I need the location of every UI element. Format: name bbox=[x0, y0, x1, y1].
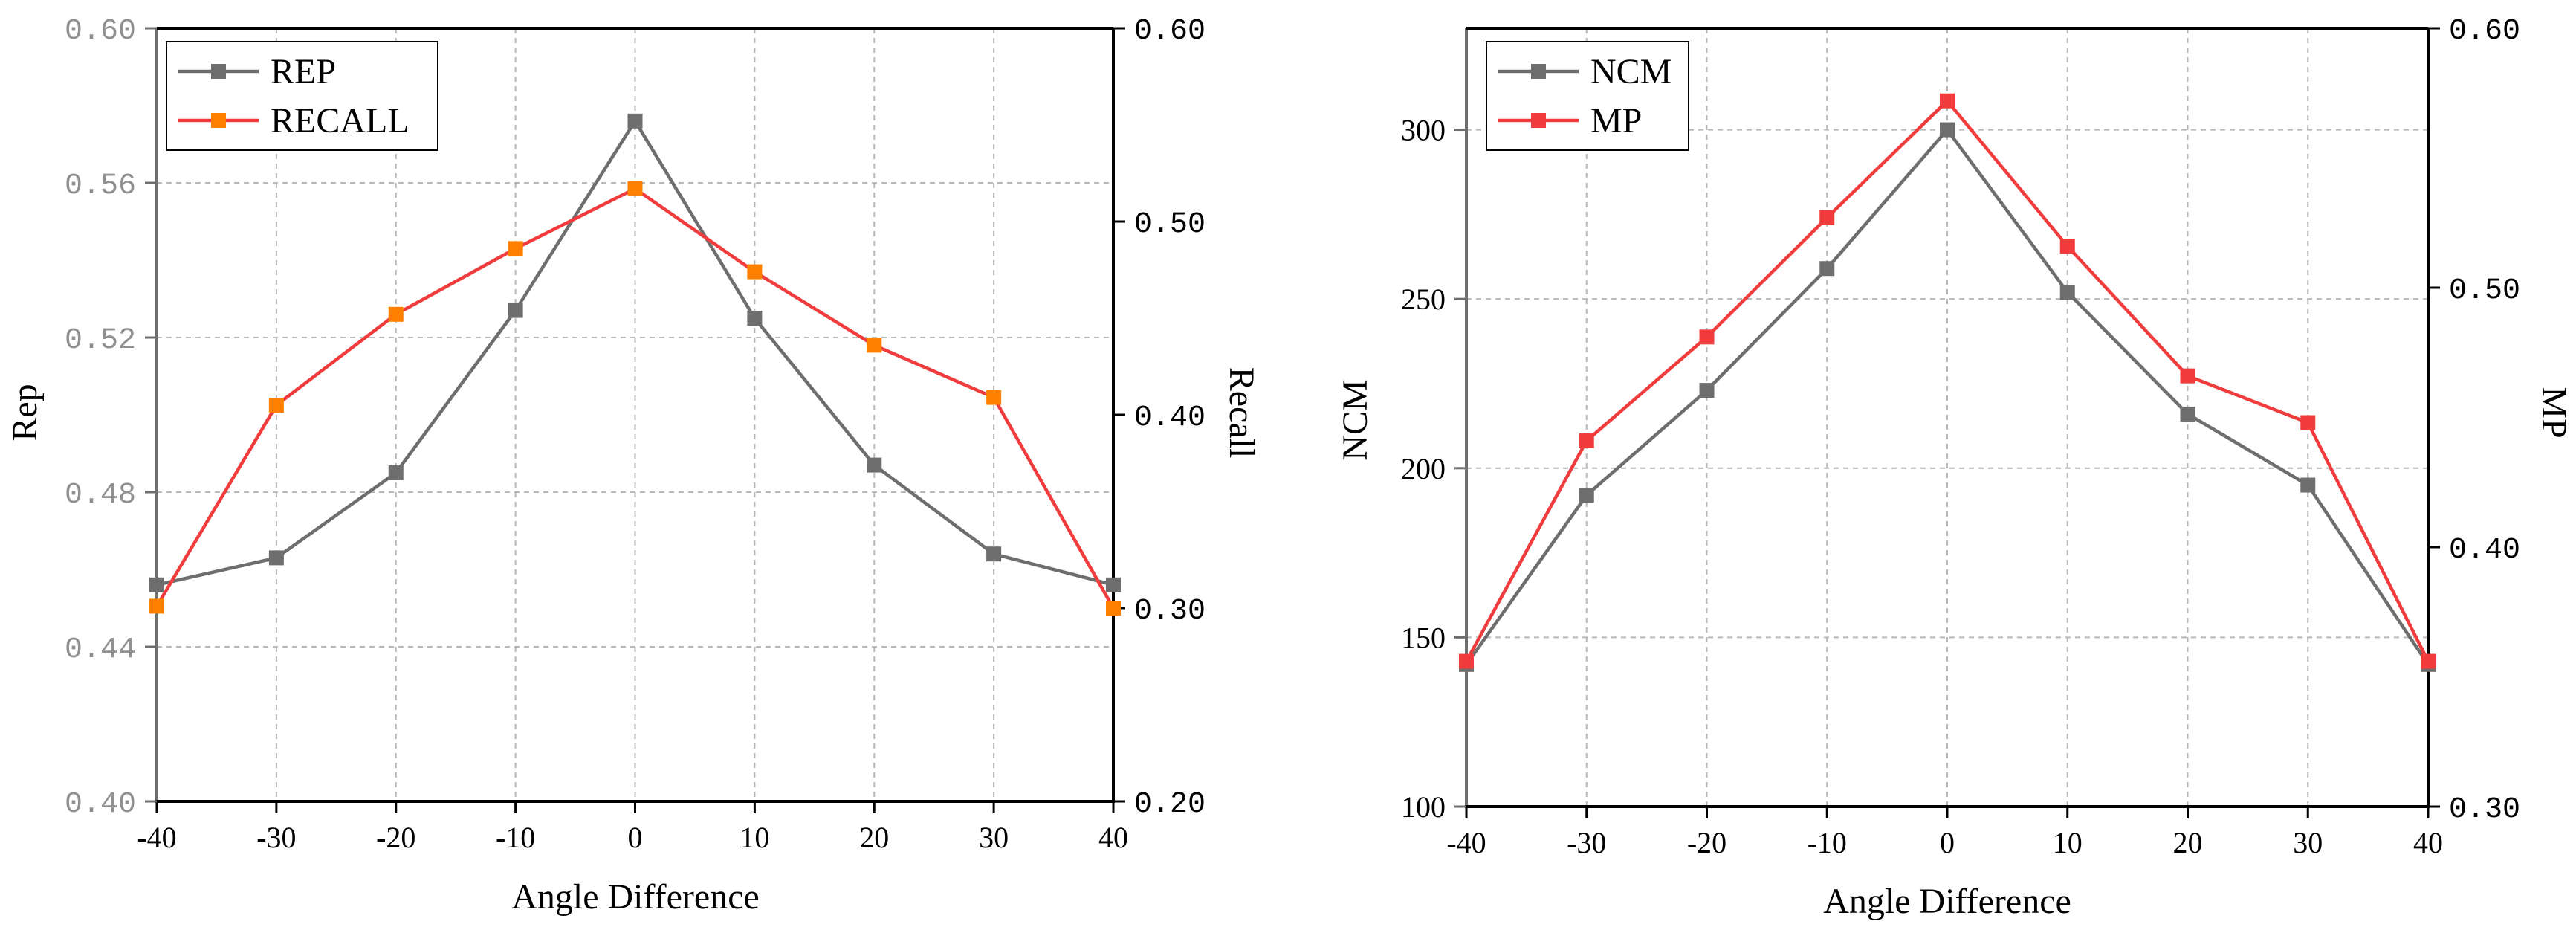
legend-box bbox=[1486, 41, 1689, 151]
data-point-rep bbox=[388, 465, 404, 480]
x-tick-label: 30 bbox=[2293, 826, 2323, 859]
x-tick-label: 20 bbox=[2173, 826, 2203, 859]
y-tick-label-left: 0.40 bbox=[65, 788, 136, 821]
y-tick-label-left: 150 bbox=[1401, 621, 1446, 654]
data-point-mp bbox=[2059, 239, 2075, 254]
y-tick-label-right: 0.40 bbox=[2449, 534, 2520, 567]
data-point-ncm bbox=[1579, 488, 1594, 503]
data-point-recall bbox=[388, 306, 404, 322]
data-point-recall bbox=[1106, 601, 1121, 616]
legend-label-mp: MP bbox=[1590, 101, 1642, 141]
data-point-recall bbox=[867, 338, 882, 353]
data-point-ncm bbox=[1940, 122, 1955, 138]
y-tick-label-right: 0.60 bbox=[1134, 15, 1206, 48]
y-tick-label-left: 0.56 bbox=[65, 169, 136, 203]
y-tick-label-right: 0.30 bbox=[1134, 595, 1206, 628]
y-tick-label-right: 0.50 bbox=[2449, 274, 2520, 308]
data-point-rep bbox=[268, 550, 284, 566]
legend-label-ncm: NCM bbox=[1590, 52, 1672, 91]
data-point-ncm bbox=[1699, 383, 1715, 398]
data-point-rep bbox=[867, 457, 882, 473]
data-point-mp bbox=[1819, 210, 1835, 225]
data-point-recall bbox=[747, 264, 763, 280]
data-point-rep bbox=[508, 303, 523, 318]
x-tick-label: 10 bbox=[2053, 826, 2083, 859]
x-tick-label: -10 bbox=[1808, 826, 1847, 859]
y-tick-label-left: 200 bbox=[1401, 452, 1446, 485]
x-tick-label: -40 bbox=[1446, 826, 1486, 859]
y-tick-label-right: 0.40 bbox=[1134, 401, 1206, 435]
data-point-mp bbox=[2300, 415, 2316, 430]
data-point-ncm bbox=[2180, 406, 2195, 422]
y-tick-label-left: 0.52 bbox=[65, 324, 136, 358]
y-tick-label-right: 0.30 bbox=[2449, 793, 2520, 827]
legend-label-recall: RECALL bbox=[271, 101, 410, 141]
y-axis-label-right: MP bbox=[2534, 387, 2574, 438]
data-point-mp bbox=[2421, 653, 2436, 669]
data-point-ncm bbox=[1819, 261, 1835, 277]
y-tick-label-right: 0.60 bbox=[2449, 15, 2520, 48]
y-tick-label-right: 0.20 bbox=[1134, 788, 1206, 821]
y-tick-label-left: 100 bbox=[1401, 790, 1446, 824]
data-point-recall bbox=[627, 181, 643, 196]
x-tick-label: 40 bbox=[2413, 826, 2443, 859]
x-tick-label: 0 bbox=[1940, 826, 1955, 859]
legend-marker-rep bbox=[211, 64, 226, 79]
legend-marker-recall bbox=[211, 113, 226, 128]
data-point-rep bbox=[986, 546, 1002, 562]
x-tick-label: 20 bbox=[859, 821, 889, 854]
chart-2: -40 -30 -20 -10 0 10 20 30 40 100 150 200 250 300 0.30… bbox=[1336, 15, 2574, 921]
data-point-ncm bbox=[2300, 477, 2316, 493]
data-point-rep bbox=[1106, 577, 1121, 592]
data-point-mp bbox=[1579, 433, 1594, 448]
y-tick-label-left: 0.44 bbox=[65, 633, 136, 667]
x-tick-label: 0 bbox=[628, 821, 643, 854]
legend-marker-ncm bbox=[1531, 64, 1546, 79]
x-tick-label: -20 bbox=[1687, 826, 1726, 859]
x-tick-label: -30 bbox=[1567, 826, 1606, 859]
x-tick-label: 30 bbox=[979, 821, 1009, 854]
data-point-rep bbox=[627, 113, 643, 129]
data-point-recall bbox=[268, 398, 284, 413]
data-point-mp bbox=[1459, 653, 1474, 669]
x-axis-label: Angle Difference bbox=[511, 877, 760, 917]
y-tick-label-left: 250 bbox=[1401, 282, 1446, 316]
data-point-recall bbox=[149, 598, 164, 614]
y-tick-label-left: 0.48 bbox=[65, 479, 136, 512]
y-axis-label-right: Recall bbox=[1222, 367, 1261, 459]
data-point-rep bbox=[747, 311, 763, 326]
data-point-ncm bbox=[2059, 285, 2075, 300]
data-point-recall bbox=[986, 390, 1002, 405]
x-tick-label: -30 bbox=[256, 821, 296, 854]
legend-marker-mp bbox=[1531, 113, 1546, 128]
y-tick-label-left: 0.60 bbox=[65, 15, 136, 48]
x-axis-label: Angle Difference bbox=[1823, 882, 2071, 921]
data-point-mp bbox=[1699, 329, 1715, 345]
x-tick-label: -20 bbox=[376, 821, 415, 854]
data-point-rep bbox=[149, 577, 164, 592]
data-point-mp bbox=[2180, 368, 2195, 384]
y-tick-label-right: 0.50 bbox=[1134, 208, 1206, 242]
x-tick-label: -40 bbox=[137, 821, 176, 854]
x-tick-label: 10 bbox=[740, 821, 769, 854]
y-tick-label-left: 300 bbox=[1401, 114, 1446, 147]
y-axis-label-left: Rep bbox=[5, 384, 45, 441]
x-tick-label: -10 bbox=[496, 821, 535, 854]
chart-1: -40 -30 -20 -10 0 10 20 30 40 0.40 0.44 0.48 0.52 0.5… bbox=[5, 15, 1261, 917]
legend-box bbox=[166, 41, 438, 151]
y-axis-label-left: NCM bbox=[1336, 379, 1375, 460]
legend-label-rep: REP bbox=[271, 52, 336, 91]
data-point-recall bbox=[508, 241, 523, 256]
data-point-mp bbox=[1940, 93, 1955, 109]
x-tick-label: 40 bbox=[1098, 821, 1128, 854]
